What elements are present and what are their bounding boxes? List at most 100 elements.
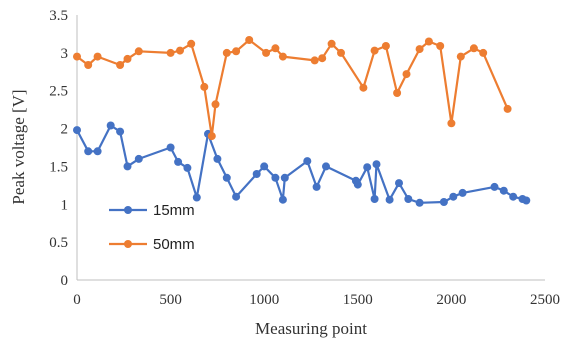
data-point [370, 46, 379, 55]
data-point [312, 182, 321, 191]
data-point [123, 162, 132, 171]
data-point [278, 52, 287, 61]
x-tick-label: 1000 [249, 292, 279, 308]
data-point [522, 196, 531, 205]
data-point [134, 47, 143, 56]
data-point [509, 192, 518, 201]
data-point [211, 100, 220, 109]
y-tick-label: 1 [61, 197, 69, 213]
data-point [280, 173, 289, 182]
series-layer [73, 36, 531, 207]
data-point [456, 52, 465, 61]
data-point [200, 82, 209, 91]
series-15mm [73, 121, 531, 207]
data-point [176, 46, 184, 55]
data-point [262, 48, 271, 57]
x-tick-labels: 0 500 1000 1500 2000 2500 [73, 292, 560, 308]
y-tick-label: 2 [61, 122, 69, 138]
data-point [381, 42, 390, 50]
data-point [183, 163, 192, 172]
data-point [192, 193, 201, 202]
data-point [479, 48, 488, 57]
legend-item-50mm: 50mm [109, 236, 195, 253]
data-point [174, 157, 183, 166]
data-point [278, 195, 287, 204]
legend: 15mm 50mm [109, 202, 195, 253]
y-axis-title: Peak voltage [V] [9, 89, 28, 204]
data-point [106, 121, 115, 130]
legend-swatch-marker [124, 240, 132, 248]
data-point [232, 47, 241, 56]
x-tick-label: 2000 [436, 292, 466, 308]
data-point [372, 160, 381, 169]
series-line [76, 124, 527, 204]
x-tick-label: 500 [159, 292, 182, 308]
data-point [439, 198, 448, 206]
data-point [93, 52, 102, 61]
y-tick-label: 0 [61, 273, 69, 289]
data-point [310, 56, 319, 65]
data-point [327, 39, 336, 48]
x-tick-label: 0 [73, 292, 81, 308]
data-point [213, 154, 222, 163]
data-point [322, 162, 330, 171]
data-point [232, 192, 241, 201]
legend-label: 15mm [153, 202, 195, 219]
data-point [271, 173, 280, 182]
legend-label: 50mm [153, 236, 195, 253]
data-point [363, 163, 372, 172]
x-tick-label: 1500 [343, 292, 373, 308]
x-tick-label: 2500 [530, 292, 560, 308]
data-point [415, 198, 424, 207]
data-point [490, 182, 499, 191]
data-point [402, 70, 411, 79]
data-point [353, 180, 362, 189]
data-point [207, 132, 216, 141]
data-point [84, 61, 93, 69]
data-point [93, 147, 102, 156]
legend-swatch-marker [124, 206, 132, 214]
data-point [84, 147, 93, 156]
data-point [449, 192, 458, 201]
data-point [385, 195, 394, 204]
data-point [458, 188, 467, 197]
y-tick-label: 0.5 [49, 235, 68, 251]
series-50mm [73, 36, 512, 141]
data-point [116, 127, 125, 136]
y-tick-label: 3.5 [49, 8, 68, 24]
legend-item-15mm: 15mm [109, 202, 195, 219]
data-point [116, 61, 125, 69]
data-point [447, 119, 456, 128]
data-point [222, 48, 231, 57]
data-point [73, 52, 81, 61]
data-point [166, 143, 175, 152]
data-point [303, 157, 312, 166]
y-tick-label: 2.5 [49, 84, 68, 100]
data-point [415, 45, 424, 54]
data-point [503, 104, 512, 113]
data-point [499, 186, 508, 195]
data-point [73, 126, 81, 135]
data-point [395, 179, 403, 188]
data-point [359, 83, 368, 92]
data-point [424, 37, 433, 46]
plot-area [76, 15, 545, 281]
data-point [337, 48, 345, 57]
x-axis-title: Measuring point [255, 319, 367, 338]
data-point [318, 54, 327, 63]
data-point [252, 170, 261, 178]
y-tick-label: 1.5 [49, 159, 68, 175]
series-line [76, 38, 509, 138]
data-point [134, 154, 143, 163]
data-point [166, 48, 175, 57]
data-point [123, 54, 132, 63]
data-point [393, 89, 402, 97]
data-point [404, 195, 413, 203]
y-tick-labels: 0 0.5 1 1.5 2 2.5 3 3.5 [49, 8, 68, 289]
data-point [245, 36, 254, 44]
data-point [436, 42, 445, 50]
y-tick-label: 3 [61, 46, 69, 62]
data-point [370, 195, 379, 203]
data-point [260, 162, 269, 171]
